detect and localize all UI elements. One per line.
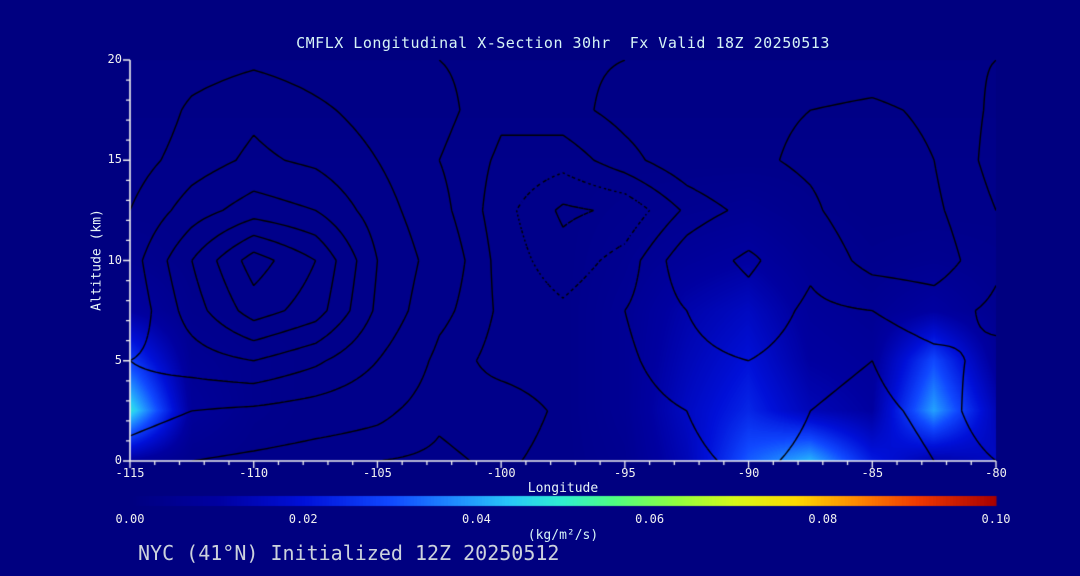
y-tick-label: 10 xyxy=(107,252,122,267)
init-caption: NYC (41°N) Initialized 12Z 20250512 xyxy=(138,541,560,565)
y-tick-label: 0 xyxy=(114,453,122,467)
x-tick-label: -85 xyxy=(861,466,884,480)
x-tick-label: -80 xyxy=(985,466,1007,480)
chart-title: CMFLX Longitudinal X-Section 30hr Fx Val… xyxy=(296,34,830,52)
y-tick-label: 15 xyxy=(107,152,122,167)
x-axis-label: Longitude xyxy=(527,481,599,496)
y-tick-label: 5 xyxy=(114,352,122,367)
y-tick-label: 20 xyxy=(107,52,122,66)
x-tick-label: -95 xyxy=(614,466,636,480)
x-tick-label: -115 xyxy=(115,466,145,480)
colorbar-units-label: (kg/m²/s) xyxy=(527,528,599,543)
x-tick-label: -100 xyxy=(486,466,516,480)
x-tick-label: -105 xyxy=(362,466,392,480)
colorbar-tick-label: 0.04 xyxy=(461,512,491,526)
x-tick-label: -110 xyxy=(239,466,269,480)
x-tick-label: -90 xyxy=(737,466,760,480)
colorbar-tick-label: 0.00 xyxy=(115,512,145,526)
colorbar-tick-label: 0.06 xyxy=(635,512,665,526)
colorbar-tick-label: 0.08 xyxy=(808,512,838,526)
colorbar-tick-label: 0.10 xyxy=(981,512,1011,526)
colorbar-tick-label: 0.02 xyxy=(288,512,318,526)
